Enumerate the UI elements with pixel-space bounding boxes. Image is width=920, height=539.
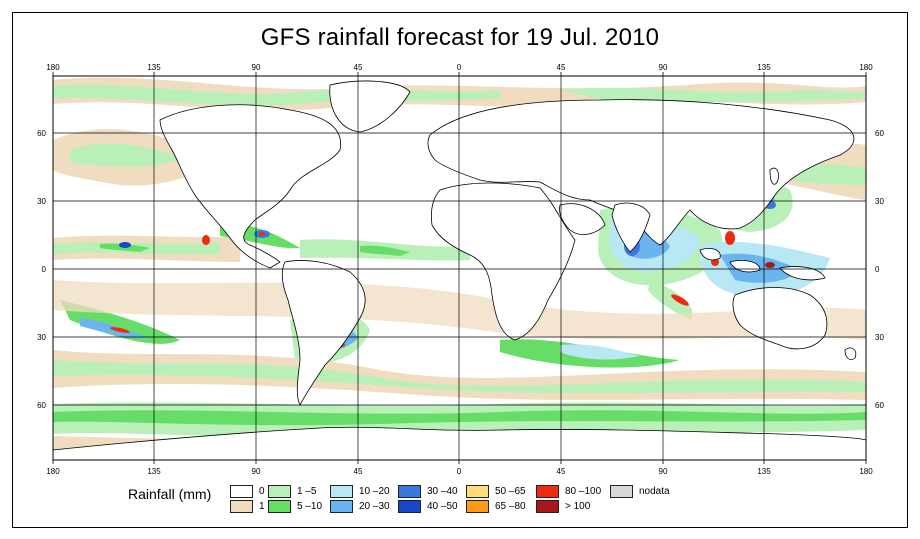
legend-label: 5 –10	[297, 501, 323, 512]
legend-label: 0	[259, 486, 265, 497]
legend-item: 5 –10	[268, 500, 322, 513]
legend-item: 50 –65	[466, 485, 526, 498]
lon-tick-label: 180	[46, 467, 60, 476]
lon-tick-label: 90	[659, 467, 668, 476]
lat-tick-label: 0	[875, 265, 880, 274]
legend-item: 1 –5	[268, 485, 316, 498]
lat-labels-right: 60 30 0 30 60	[875, 129, 884, 410]
legend-swatch	[230, 500, 253, 513]
legend-swatch	[610, 485, 633, 498]
lat-labels-left: 60 30 0 30 60	[37, 129, 46, 410]
legend-swatch	[536, 485, 559, 498]
lat-tick-label: 60	[875, 129, 884, 138]
legend-label: 10 –20	[359, 486, 390, 497]
lat-tick-label: 30	[875, 197, 884, 206]
legend-item: nodata	[610, 485, 670, 498]
lon-tick-label: 135	[147, 63, 161, 72]
legend-label: 1 –5	[297, 486, 317, 497]
legend-swatch	[398, 500, 421, 513]
map-title: GFS rainfall forecast for 19 Jul. 2010	[260, 24, 660, 51]
lat-tick-label: 60	[37, 129, 46, 138]
legend-item: 0	[230, 485, 265, 498]
legend-label: 1	[259, 501, 265, 512]
lon-tick-label: 45	[557, 467, 566, 476]
legend-item: 10 –20	[330, 485, 390, 498]
lon-tick-label: 45	[557, 63, 566, 72]
legend-label: 80 –100	[565, 486, 602, 497]
legend-swatch	[330, 485, 353, 498]
legend-item: > 100	[536, 500, 590, 513]
legend-item: 80 –100	[536, 485, 601, 498]
lat-tick-label: 30	[875, 333, 884, 342]
legend-item: 65 –80	[466, 500, 526, 513]
legend-swatch	[398, 485, 421, 498]
legend-label: > 100	[565, 501, 591, 512]
lon-tick-label: 0	[457, 467, 462, 476]
lon-tick-label: 135	[757, 63, 771, 72]
legend-title: Rainfall (mm)	[128, 486, 212, 502]
lon-tick-label: 90	[252, 467, 261, 476]
lon-labels-top: 180 135 90 45 0 45 90 135 180	[46, 63, 873, 72]
lon-tick-label: 180	[859, 63, 873, 72]
legend-label: 65 –80	[495, 501, 526, 512]
lat-tick-label: 60	[37, 401, 46, 410]
legend-item: 1	[230, 500, 265, 513]
legend-item: 20 –30	[330, 500, 390, 513]
legend-swatch	[466, 500, 489, 513]
lon-tick-label: 180	[859, 467, 873, 476]
legend-label: nodata	[639, 486, 670, 497]
legend-swatch	[230, 485, 253, 498]
lat-tick-label: 30	[37, 333, 46, 342]
lon-tick-label: 45	[354, 63, 363, 72]
lon-tick-label: 135	[147, 467, 161, 476]
lon-tick-label: 90	[659, 63, 668, 72]
map-border	[52, 75, 867, 461]
legend-label: 20 –30	[359, 501, 390, 512]
legend-item: 30 –40	[398, 485, 458, 498]
tick-marks	[52, 72, 867, 464]
legend-swatch	[268, 485, 291, 498]
graticule	[53, 76, 866, 460]
legend-item: 40 –50	[398, 500, 458, 513]
legend-label: 50 –65	[495, 486, 526, 497]
legend-label: 40 –50	[427, 501, 458, 512]
legend-swatch	[330, 500, 353, 513]
lon-tick-label: 45	[354, 467, 363, 476]
lon-tick-label: 0	[457, 63, 462, 72]
legend-swatch	[268, 500, 291, 513]
legend-swatch	[466, 485, 489, 498]
lat-tick-label: 0	[42, 265, 47, 274]
figure-frame	[12, 12, 908, 528]
lon-tick-label: 135	[757, 467, 771, 476]
lat-tick-label: 60	[875, 401, 884, 410]
legend-label: 30 –40	[427, 486, 458, 497]
legend-swatch	[536, 500, 559, 513]
lon-tick-label: 90	[252, 63, 261, 72]
lat-tick-label: 30	[37, 197, 46, 206]
lon-tick-label: 180	[46, 63, 60, 72]
lon-labels-bottom: 180 135 90 45 0 45 90 135 180	[46, 467, 873, 476]
